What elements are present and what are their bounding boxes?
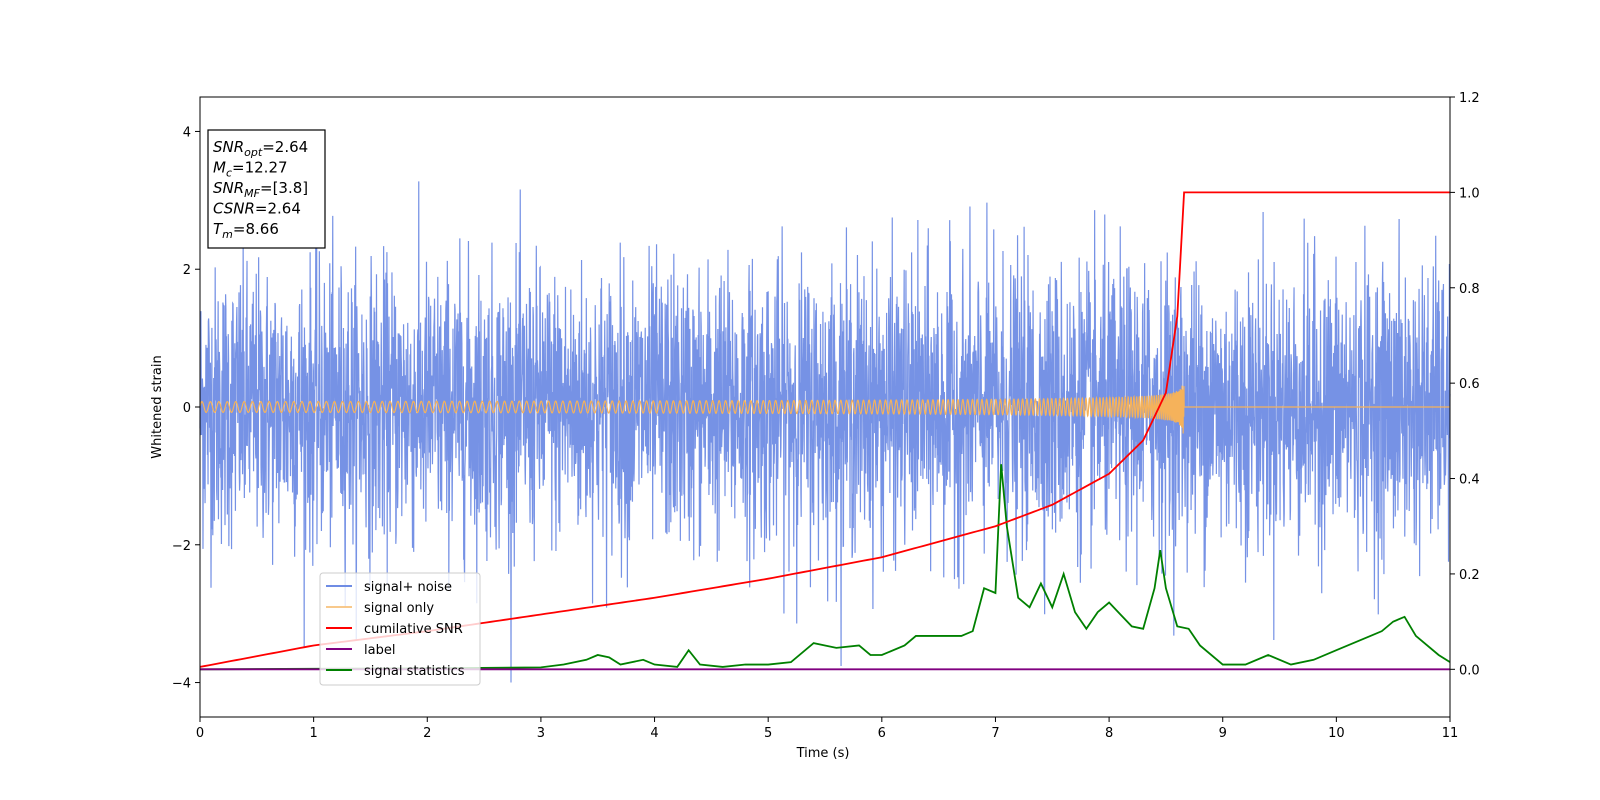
series-signal-statistics-line <box>199 464 1451 671</box>
stats-line: SNRopt=2.64 <box>213 138 308 159</box>
y-axis-label: Whitened strain <box>150 355 165 458</box>
signal-only-line <box>199 385 1450 434</box>
y-right-tick-label: 1.0 <box>1459 186 1480 201</box>
x-tick-label: 1 <box>309 726 317 741</box>
y-axis-left-ticks: −4 −2 0 2 4 <box>172 125 200 692</box>
x-tick-label: 7 <box>991 726 999 741</box>
series-signal-noise <box>199 181 1451 683</box>
stats-line: Tm=8.66 <box>213 220 279 241</box>
x-tick-label: 8 <box>1105 726 1113 741</box>
x-tick-label: 5 <box>764 726 772 741</box>
y-right-tick-label: 0.2 <box>1459 568 1480 583</box>
legend: signal+ noise signal only cumilative SNR la… <box>319 572 481 686</box>
y-axis-right-ticks: 0.0 0.2 0.4 0.6 0.8 1.0 1.2 <box>1450 91 1480 678</box>
legend-label-signal-only: signal only <box>364 601 434 616</box>
x-axis-ticks: 0 1 2 3 4 5 6 7 8 9 10 11 <box>196 717 1458 741</box>
x-tick-label: 2 <box>423 726 431 741</box>
x-tick-label: 0 <box>196 726 204 741</box>
legend-label-cumilative-snr: cumilative SNR <box>364 622 463 637</box>
y-left-tick-label: −4 <box>172 677 191 692</box>
x-tick-label: 3 <box>537 726 545 741</box>
x-tick-label: 6 <box>878 726 886 741</box>
y-left-tick-label: −2 <box>172 539 191 554</box>
x-tick-label: 11 <box>1442 726 1459 741</box>
y-left-tick-label: 4 <box>183 125 191 140</box>
y-right-tick-label: 1.2 <box>1459 91 1480 106</box>
y-left-tick-label: 2 <box>183 263 191 278</box>
legend-frame <box>319 572 481 686</box>
signal-noise-line <box>199 181 1451 683</box>
stats-line: Mc=12.27 <box>213 159 288 180</box>
legend-label-signal-statistics: signal statistics <box>364 664 465 679</box>
y-left-tick-label: 0 <box>183 401 191 416</box>
x-tick-label: 4 <box>650 726 658 741</box>
y-right-tick-label: 0.0 <box>1459 663 1480 678</box>
series-signal-only <box>199 385 1450 434</box>
stats-box-frame <box>207 129 326 249</box>
stats-line: SNRMF=[3.8] <box>213 179 308 200</box>
y-right-tick-label: 0.4 <box>1459 473 1480 488</box>
x-tick-label: 10 <box>1328 726 1345 741</box>
stats-line: CSNR=2.64 <box>213 200 301 218</box>
x-axis-label: Time (s) <box>796 746 850 761</box>
y-right-tick-label: 0.8 <box>1459 282 1480 297</box>
y-right-tick-label: 0.6 <box>1459 377 1480 392</box>
x-tick-label: 9 <box>1219 726 1227 741</box>
legend-label-label: label <box>364 643 395 658</box>
legend-label-signal-noise: signal+ noise <box>364 580 452 595</box>
